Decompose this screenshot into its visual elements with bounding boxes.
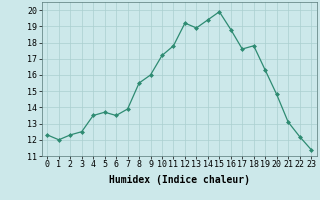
X-axis label: Humidex (Indice chaleur): Humidex (Indice chaleur) <box>109 175 250 185</box>
